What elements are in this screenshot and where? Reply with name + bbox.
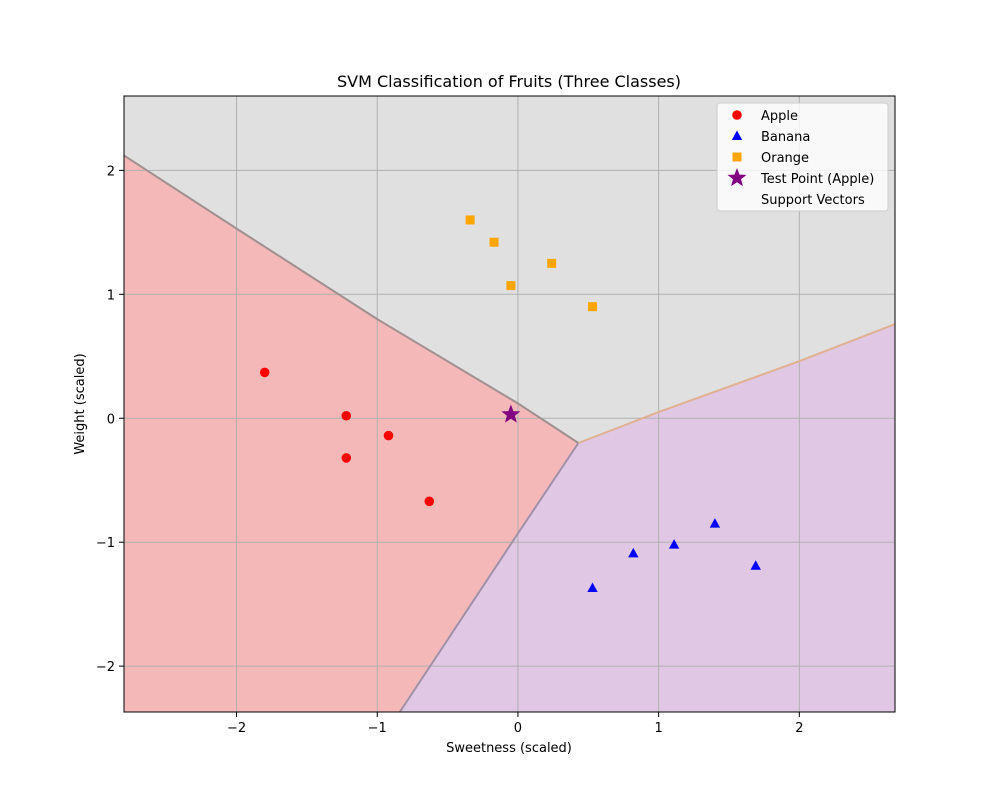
apple-point — [259, 367, 270, 378]
legend-label-banana: Banana — [761, 130, 810, 145]
region-banana — [399, 324, 895, 712]
legend-marker-banana — [731, 130, 743, 140]
orange-point — [588, 302, 598, 312]
legend-marker-test-point-apple — [727, 168, 747, 187]
banana-point — [628, 547, 639, 558]
legend: Apple Banana Orange Test Point (Apple) Suppo… — [716, 102, 889, 212]
orange-point — [465, 215, 475, 225]
boundary-apple-banana — [398, 442, 580, 713]
y-tick-label: −1 — [96, 536, 115, 551]
x-tick-label: 1 — [654, 721, 662, 736]
apple-point — [341, 453, 352, 463]
legend-label-test-point-apple: Test Point (Apple) — [760, 172, 874, 187]
legend-label-orange: Orange — [761, 151, 809, 166]
x-tick-label: 0 — [514, 721, 522, 736]
apple-point — [424, 496, 435, 507]
banana-point — [750, 560, 761, 570]
banana-point — [709, 518, 721, 528]
boundary-apple-orange — [123, 154, 579, 444]
apple-point — [341, 410, 352, 421]
y-axis-ticks: −2 −1 0 1 2 — [96, 164, 124, 675]
y-tick-label: 2 — [107, 164, 115, 179]
orange-point — [506, 281, 516, 291]
chart-title: SVM Classification of Fruits (Three Clas… — [337, 72, 681, 91]
orange-point — [547, 258, 557, 268]
y-tick-label: 1 — [107, 288, 115, 303]
x-axis-label: Sweetness (scaled) — [446, 741, 572, 756]
x-tick-label: −1 — [368, 721, 387, 736]
test-point-apple-point — [501, 404, 521, 423]
boundary-orange-banana — [578, 323, 896, 444]
banana-point — [587, 582, 598, 593]
x-tick-label: −2 — [227, 721, 246, 736]
decision-boundaries — [123, 154, 896, 713]
legend-marker-orange — [732, 152, 742, 162]
y-tick-label: −2 — [96, 660, 115, 675]
x-tick-label: 2 — [795, 721, 803, 736]
data-points — [259, 215, 761, 593]
orange-point — [489, 237, 499, 247]
apple-point — [383, 430, 394, 441]
legend-box — [716, 102, 889, 212]
y-tick-label: 0 — [107, 412, 115, 427]
legend-label-apple: Apple — [761, 109, 798, 124]
plot-frame — [123, 95, 896, 713]
banana-point — [668, 539, 680, 549]
y-axis-label: Weight (scaled) — [73, 353, 88, 454]
legend-marker-apple — [732, 110, 742, 120]
x-axis-ticks: −2 −1 0 1 2 — [227, 712, 803, 736]
legend-label-support-vectors: Support Vectors — [761, 193, 865, 208]
